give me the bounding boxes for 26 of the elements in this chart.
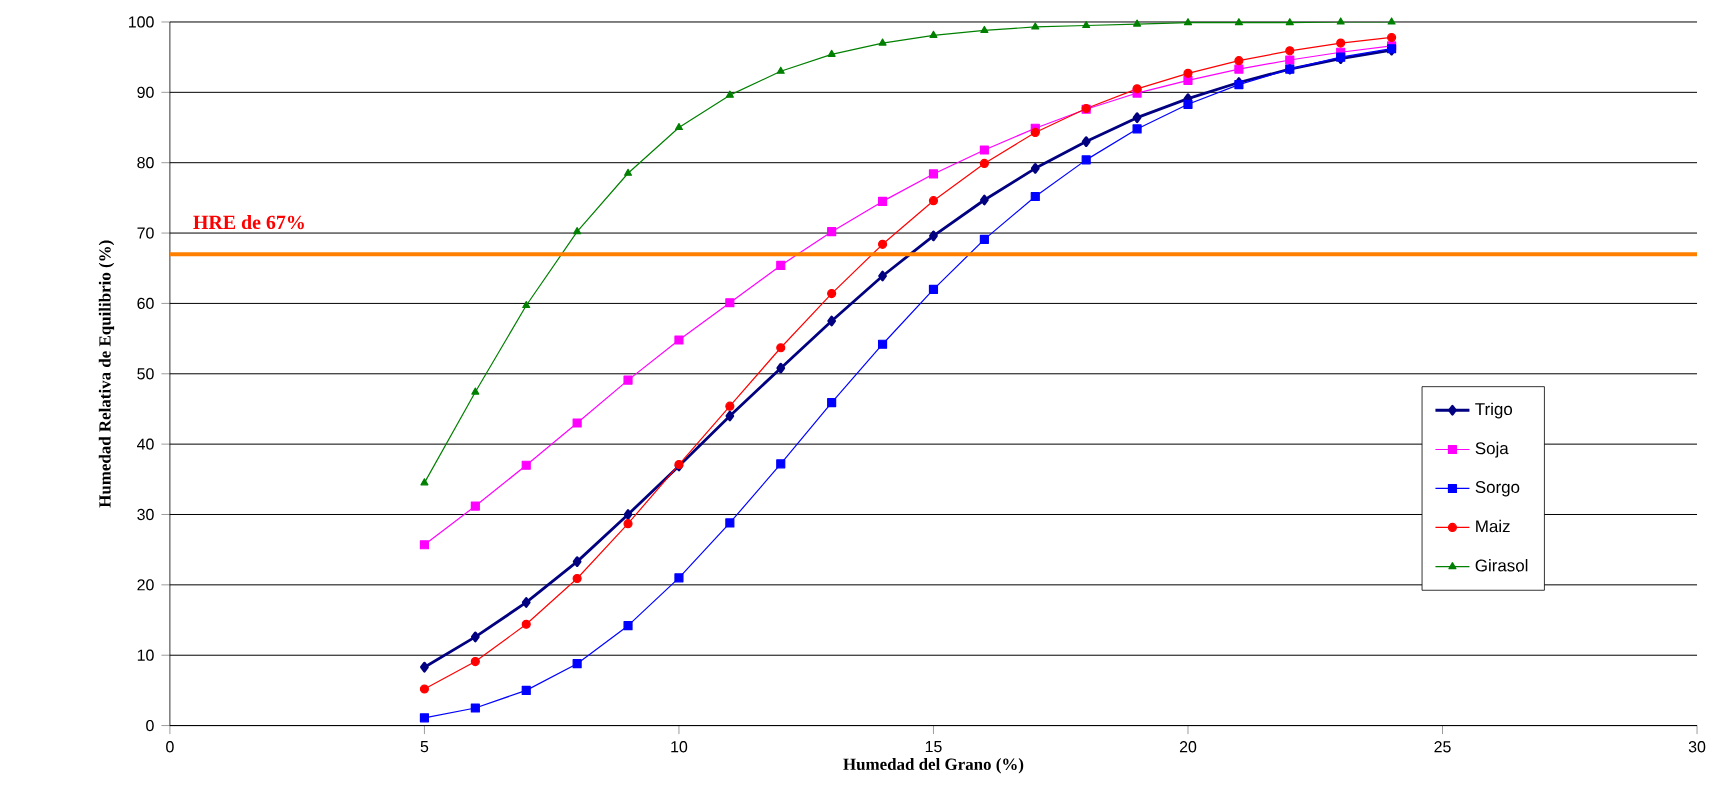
y-tick-label: 70	[137, 227, 154, 239]
y-tick-label: 60	[137, 298, 154, 310]
y-tick-label: 80	[137, 157, 154, 169]
x-tick-label: 0	[166, 741, 174, 753]
legend-label: Girasol	[1475, 559, 1528, 572]
x-tick-label: 15	[925, 741, 942, 753]
x-tick-label: 20	[1179, 741, 1197, 753]
y-tick-label: 90	[137, 86, 154, 99]
y-tick-label: 50	[137, 368, 154, 380]
y-axis-title: Humedad Relativa de Equilibrio (%)	[98, 240, 115, 508]
legend-label: Maiz	[1476, 520, 1510, 533]
x-tick-label: 10	[671, 741, 688, 753]
y-tick-label: 20	[137, 579, 154, 591]
x-axis-title: Humedad del Grano (%)	[843, 758, 1024, 774]
legend-label: Trigo	[1475, 402, 1513, 419]
y-tick-label: 100	[129, 16, 154, 28]
y-tick-label: 10	[137, 649, 154, 662]
ref-line-label: HRE de 67%	[193, 215, 304, 230]
y-tick-label: 0	[146, 720, 154, 732]
legend-label: Sorgo	[1475, 481, 1520, 497]
x-tick-label: 30	[1688, 741, 1706, 753]
x-tick-label: 25	[1434, 741, 1451, 753]
x-tick-label: 5	[420, 741, 429, 753]
y-tick-label: 30	[137, 509, 154, 521]
legend-label: Soja	[1475, 442, 1509, 458]
y-tick-label: 40	[137, 438, 154, 451]
